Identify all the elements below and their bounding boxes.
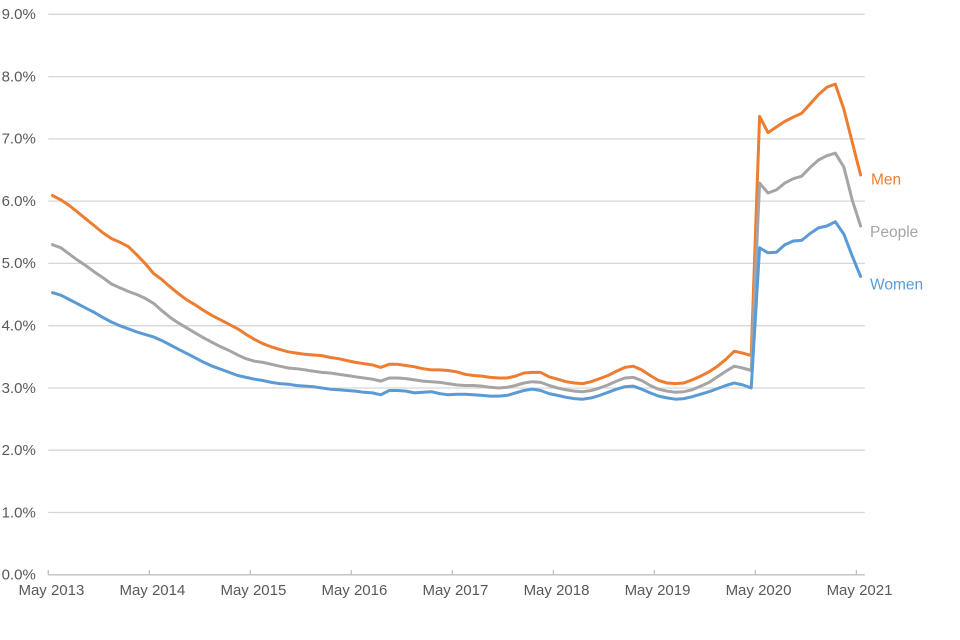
svg-text:May 2021: May 2021 bbox=[827, 582, 893, 599]
svg-text:2.0%: 2.0% bbox=[2, 442, 36, 459]
svg-text:1.0%: 1.0% bbox=[2, 504, 36, 521]
svg-text:8.0%: 8.0% bbox=[2, 68, 36, 85]
svg-text:9.0%: 9.0% bbox=[2, 6, 36, 23]
svg-text:May 2016: May 2016 bbox=[321, 582, 387, 599]
svg-text:May 2017: May 2017 bbox=[422, 582, 488, 599]
svg-text:May 2013: May 2013 bbox=[18, 582, 84, 599]
svg-text:May 2018: May 2018 bbox=[524, 582, 590, 599]
svg-text:0.0%: 0.0% bbox=[2, 567, 36, 584]
svg-text:Men: Men bbox=[871, 172, 901, 189]
svg-text:4.0%: 4.0% bbox=[2, 318, 36, 335]
svg-text:May 2015: May 2015 bbox=[220, 582, 286, 599]
svg-text:Women: Women bbox=[870, 277, 923, 294]
svg-text:May 2019: May 2019 bbox=[625, 582, 691, 599]
svg-text:People: People bbox=[870, 224, 918, 241]
svg-text:May 2020: May 2020 bbox=[726, 582, 792, 599]
svg-text:5.0%: 5.0% bbox=[2, 255, 36, 272]
svg-text:6.0%: 6.0% bbox=[2, 193, 36, 210]
svg-text:3.0%: 3.0% bbox=[2, 380, 36, 397]
svg-text:7.0%: 7.0% bbox=[2, 131, 36, 148]
svg-text:May 2014: May 2014 bbox=[119, 582, 185, 599]
